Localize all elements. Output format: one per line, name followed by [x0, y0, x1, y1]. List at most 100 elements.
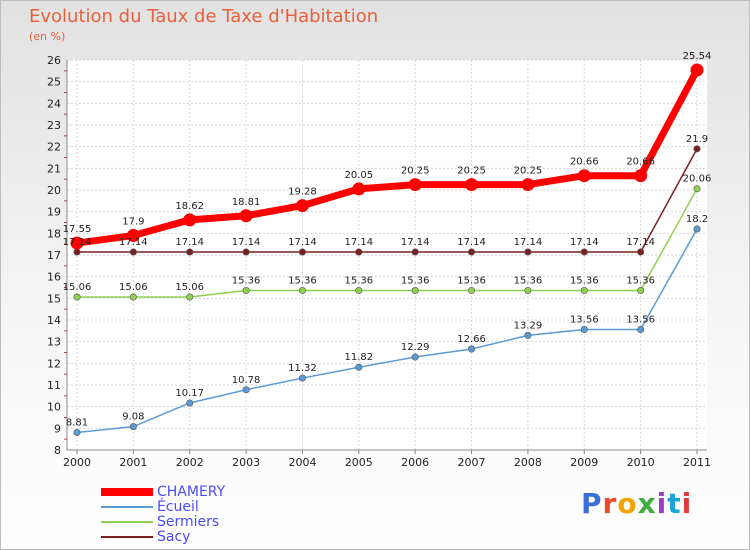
data-label: 15.36 — [401, 276, 430, 287]
data-point — [298, 287, 306, 295]
data-label: 18.81 — [232, 197, 261, 208]
data-point — [693, 185, 701, 193]
data-point — [637, 326, 645, 334]
data-point — [468, 345, 476, 353]
y-tick-label: 21 — [47, 162, 61, 175]
data-label: 17.14 — [626, 237, 655, 248]
y-tick-label: 25 — [47, 76, 61, 89]
data-label: 17.14 — [401, 237, 430, 248]
y-tick-label: 8 — [54, 444, 61, 457]
data-label: 15.36 — [457, 276, 486, 287]
data-label: 15.36 — [570, 276, 599, 287]
data-label: 20.25 — [457, 166, 486, 177]
data-label: 11.82 — [344, 352, 373, 363]
data-point — [73, 248, 81, 256]
data-point — [355, 287, 363, 295]
data-point — [298, 374, 306, 382]
legend-label: Sacy — [157, 529, 191, 545]
data-point — [355, 248, 363, 256]
data-label: 20.05 — [344, 170, 373, 181]
y-tick-label: 23 — [47, 119, 61, 132]
data-label: 17.14 — [514, 237, 543, 248]
data-point — [577, 169, 591, 183]
series-line-sermiers — [77, 188, 698, 298]
y-tick-label: 22 — [47, 141, 61, 154]
data-label: 17.14 — [232, 237, 261, 248]
data-label: 15.36 — [288, 276, 317, 287]
x-tick-label: 2006 — [401, 456, 429, 469]
y-tick-label: 17 — [47, 249, 61, 262]
series-line-chamery — [76, 68, 701, 247]
data-label: 10.78 — [232, 375, 261, 386]
data-label: 11.32 — [288, 363, 317, 374]
data-point — [637, 248, 645, 256]
y-tick-label: 16 — [47, 271, 61, 284]
data-point — [408, 178, 422, 192]
data-label: 20.66 — [626, 157, 655, 168]
y-tick-label: 18 — [47, 227, 61, 240]
data-point — [186, 293, 194, 301]
data-point — [129, 423, 137, 431]
proxiti-logo: Proxiti — [581, 487, 693, 520]
data-point — [524, 248, 532, 256]
data-point — [73, 293, 81, 301]
data-point — [468, 248, 476, 256]
data-label: 18.62 — [175, 201, 204, 212]
data-label: 17.14 — [119, 237, 148, 248]
legend-label: CHAMERY — [157, 484, 226, 500]
data-label: 21.9 — [686, 134, 708, 145]
x-tick-label: 2009 — [570, 456, 598, 469]
data-label: 17.14 — [175, 237, 204, 248]
x-tick-label: 2008 — [514, 456, 542, 469]
chart-subtitle: (en %) — [29, 30, 66, 43]
y-tick-label: 12 — [47, 357, 61, 370]
x-tick-label: 2000 — [63, 456, 91, 469]
data-label: 20.25 — [514, 166, 543, 177]
data-point — [693, 225, 701, 233]
y-tick-label: 9 — [54, 422, 61, 435]
data-label: 15.06 — [119, 282, 148, 293]
legend-swatch — [101, 536, 153, 538]
data-point — [411, 287, 419, 295]
data-point — [242, 248, 250, 256]
legend-swatch — [101, 488, 153, 496]
data-label: 19.28 — [288, 187, 317, 198]
data-label: 15.06 — [63, 282, 92, 293]
data-label: 10.17 — [175, 388, 204, 399]
chart-title: Evolution du Taux de Taxe d'Habitation — [29, 6, 379, 27]
data-point — [70, 236, 84, 250]
data-point — [129, 248, 137, 256]
y-tick-label: 14 — [47, 314, 61, 327]
data-label: 15.36 — [344, 276, 373, 287]
data-point — [239, 209, 253, 223]
axes: 8 9 10 11 12 13 14 15 16 17 18 19 20 21 22 23 24 25 26 2000… — [47, 54, 711, 469]
data-label: 17.55 — [63, 224, 92, 235]
data-point — [524, 331, 532, 339]
data-label: 8.81 — [66, 417, 88, 428]
y-tick-label: 15 — [47, 292, 61, 305]
data-label: 17.14 — [457, 237, 486, 248]
data-label: 15.06 — [175, 282, 204, 293]
x-tick-label: 2011 — [683, 456, 711, 469]
data-point — [126, 229, 140, 242]
y-tick-label: 24 — [47, 97, 61, 110]
data-point — [634, 169, 648, 183]
data-point — [521, 178, 535, 192]
data-point — [186, 399, 194, 407]
data-label: 9.08 — [122, 412, 144, 423]
data-point — [690, 63, 704, 77]
data-label: 20.66 — [570, 157, 599, 168]
legend-label: Écueil — [157, 499, 199, 515]
y-tick-label: 11 — [47, 379, 61, 392]
data-label: 17.14 — [63, 237, 92, 248]
data-label: 12.66 — [457, 334, 486, 345]
data-point — [693, 145, 701, 153]
x-tick-label: 2001 — [119, 456, 147, 469]
x-tick-label: 2002 — [176, 456, 204, 469]
data-label: 13.29 — [514, 320, 543, 331]
data-label: 20.06 — [683, 174, 712, 185]
data-label: 18.2 — [686, 214, 708, 225]
x-tick-label: 2007 — [458, 456, 486, 469]
